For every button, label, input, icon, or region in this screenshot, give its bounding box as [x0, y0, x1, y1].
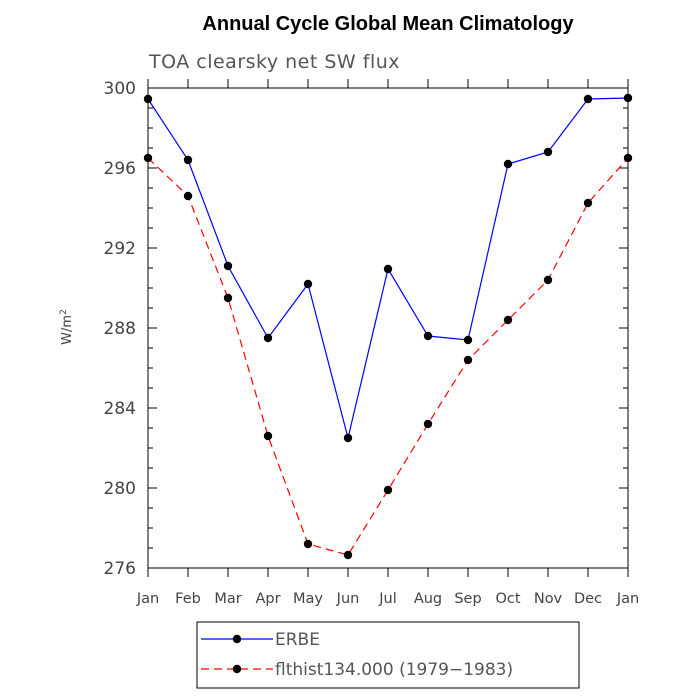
x-tick-label: Mar	[214, 591, 241, 607]
data-point-0	[263, 333, 273, 343]
data-point-1	[303, 539, 313, 549]
data-point-1	[503, 315, 513, 325]
data-point-0	[303, 279, 313, 289]
x-tick-label: Jan	[136, 591, 159, 607]
data-point-0	[503, 159, 513, 169]
data-point-1	[383, 485, 393, 495]
data-point-0	[383, 264, 393, 274]
y-tick-label: 276	[104, 559, 136, 579]
y-tick-label: 296	[104, 159, 136, 179]
chart-title: Annual Cycle Global Mean Climatology	[202, 13, 574, 35]
x-tick-label: Jul	[378, 591, 397, 607]
data-point-1	[143, 153, 153, 163]
legend: ERBE flthist134.000 (1979−1983)	[196, 621, 580, 689]
x-tick-label: Jun	[336, 591, 360, 607]
plot-frame	[147, 87, 629, 569]
data-point-1	[343, 550, 353, 560]
chart-subtitle: TOA clearsky net SW flux	[148, 51, 400, 73]
data-point-1	[463, 355, 473, 365]
x-tick-label: Aug	[414, 591, 442, 607]
y-tick-label: 300	[104, 79, 136, 99]
y-axis-label: W/m2	[59, 309, 75, 345]
y-tick-label: 288	[104, 319, 136, 339]
y-tick-label: 292	[104, 239, 136, 259]
x-tick-label: Dec	[574, 591, 602, 607]
data-point-0	[463, 335, 473, 345]
x-tick-label: Sep	[454, 591, 481, 607]
data-point-1	[583, 198, 593, 208]
data-point-0	[543, 147, 553, 157]
y-axis-label-main: W/m	[60, 315, 75, 345]
data-point-1	[183, 191, 193, 201]
x-tick-label: May	[293, 591, 323, 607]
series-line-1	[147, 157, 629, 556]
legend-marker-1	[232, 664, 242, 674]
x-tick-label: Jan	[616, 591, 639, 607]
data-point-0	[583, 94, 593, 104]
data-point-0	[623, 93, 633, 103]
x-tick-label: Apr	[255, 591, 280, 607]
x-tick-label: Nov	[534, 591, 563, 607]
data-point-1	[623, 153, 633, 163]
data-point-1	[543, 275, 553, 285]
plot-area: 276 280 284 288 292 296 300 Jan Feb Mar Apr May Jun J…	[104, 79, 639, 607]
data-point-1	[223, 293, 233, 303]
data-point-0	[423, 331, 433, 341]
data-point-1	[263, 431, 273, 441]
legend-label-0: ERBE	[275, 630, 320, 650]
y-tick-label: 280	[104, 479, 136, 499]
y-tick-label: 284	[104, 399, 136, 419]
y-axis-label-superscript: 2	[59, 309, 69, 315]
data-point-0	[223, 261, 233, 271]
data-point-0	[343, 433, 353, 443]
legend-label-1: flthist134.000 (1979−1983)	[275, 660, 513, 680]
data-point-1	[423, 419, 433, 429]
x-tick-label: Feb	[175, 591, 201, 607]
data-point-0	[183, 155, 193, 165]
x-tick-label: Oct	[495, 591, 520, 607]
legend-marker-0	[232, 634, 242, 644]
data-point-0	[143, 94, 153, 104]
legend-box	[196, 621, 580, 689]
